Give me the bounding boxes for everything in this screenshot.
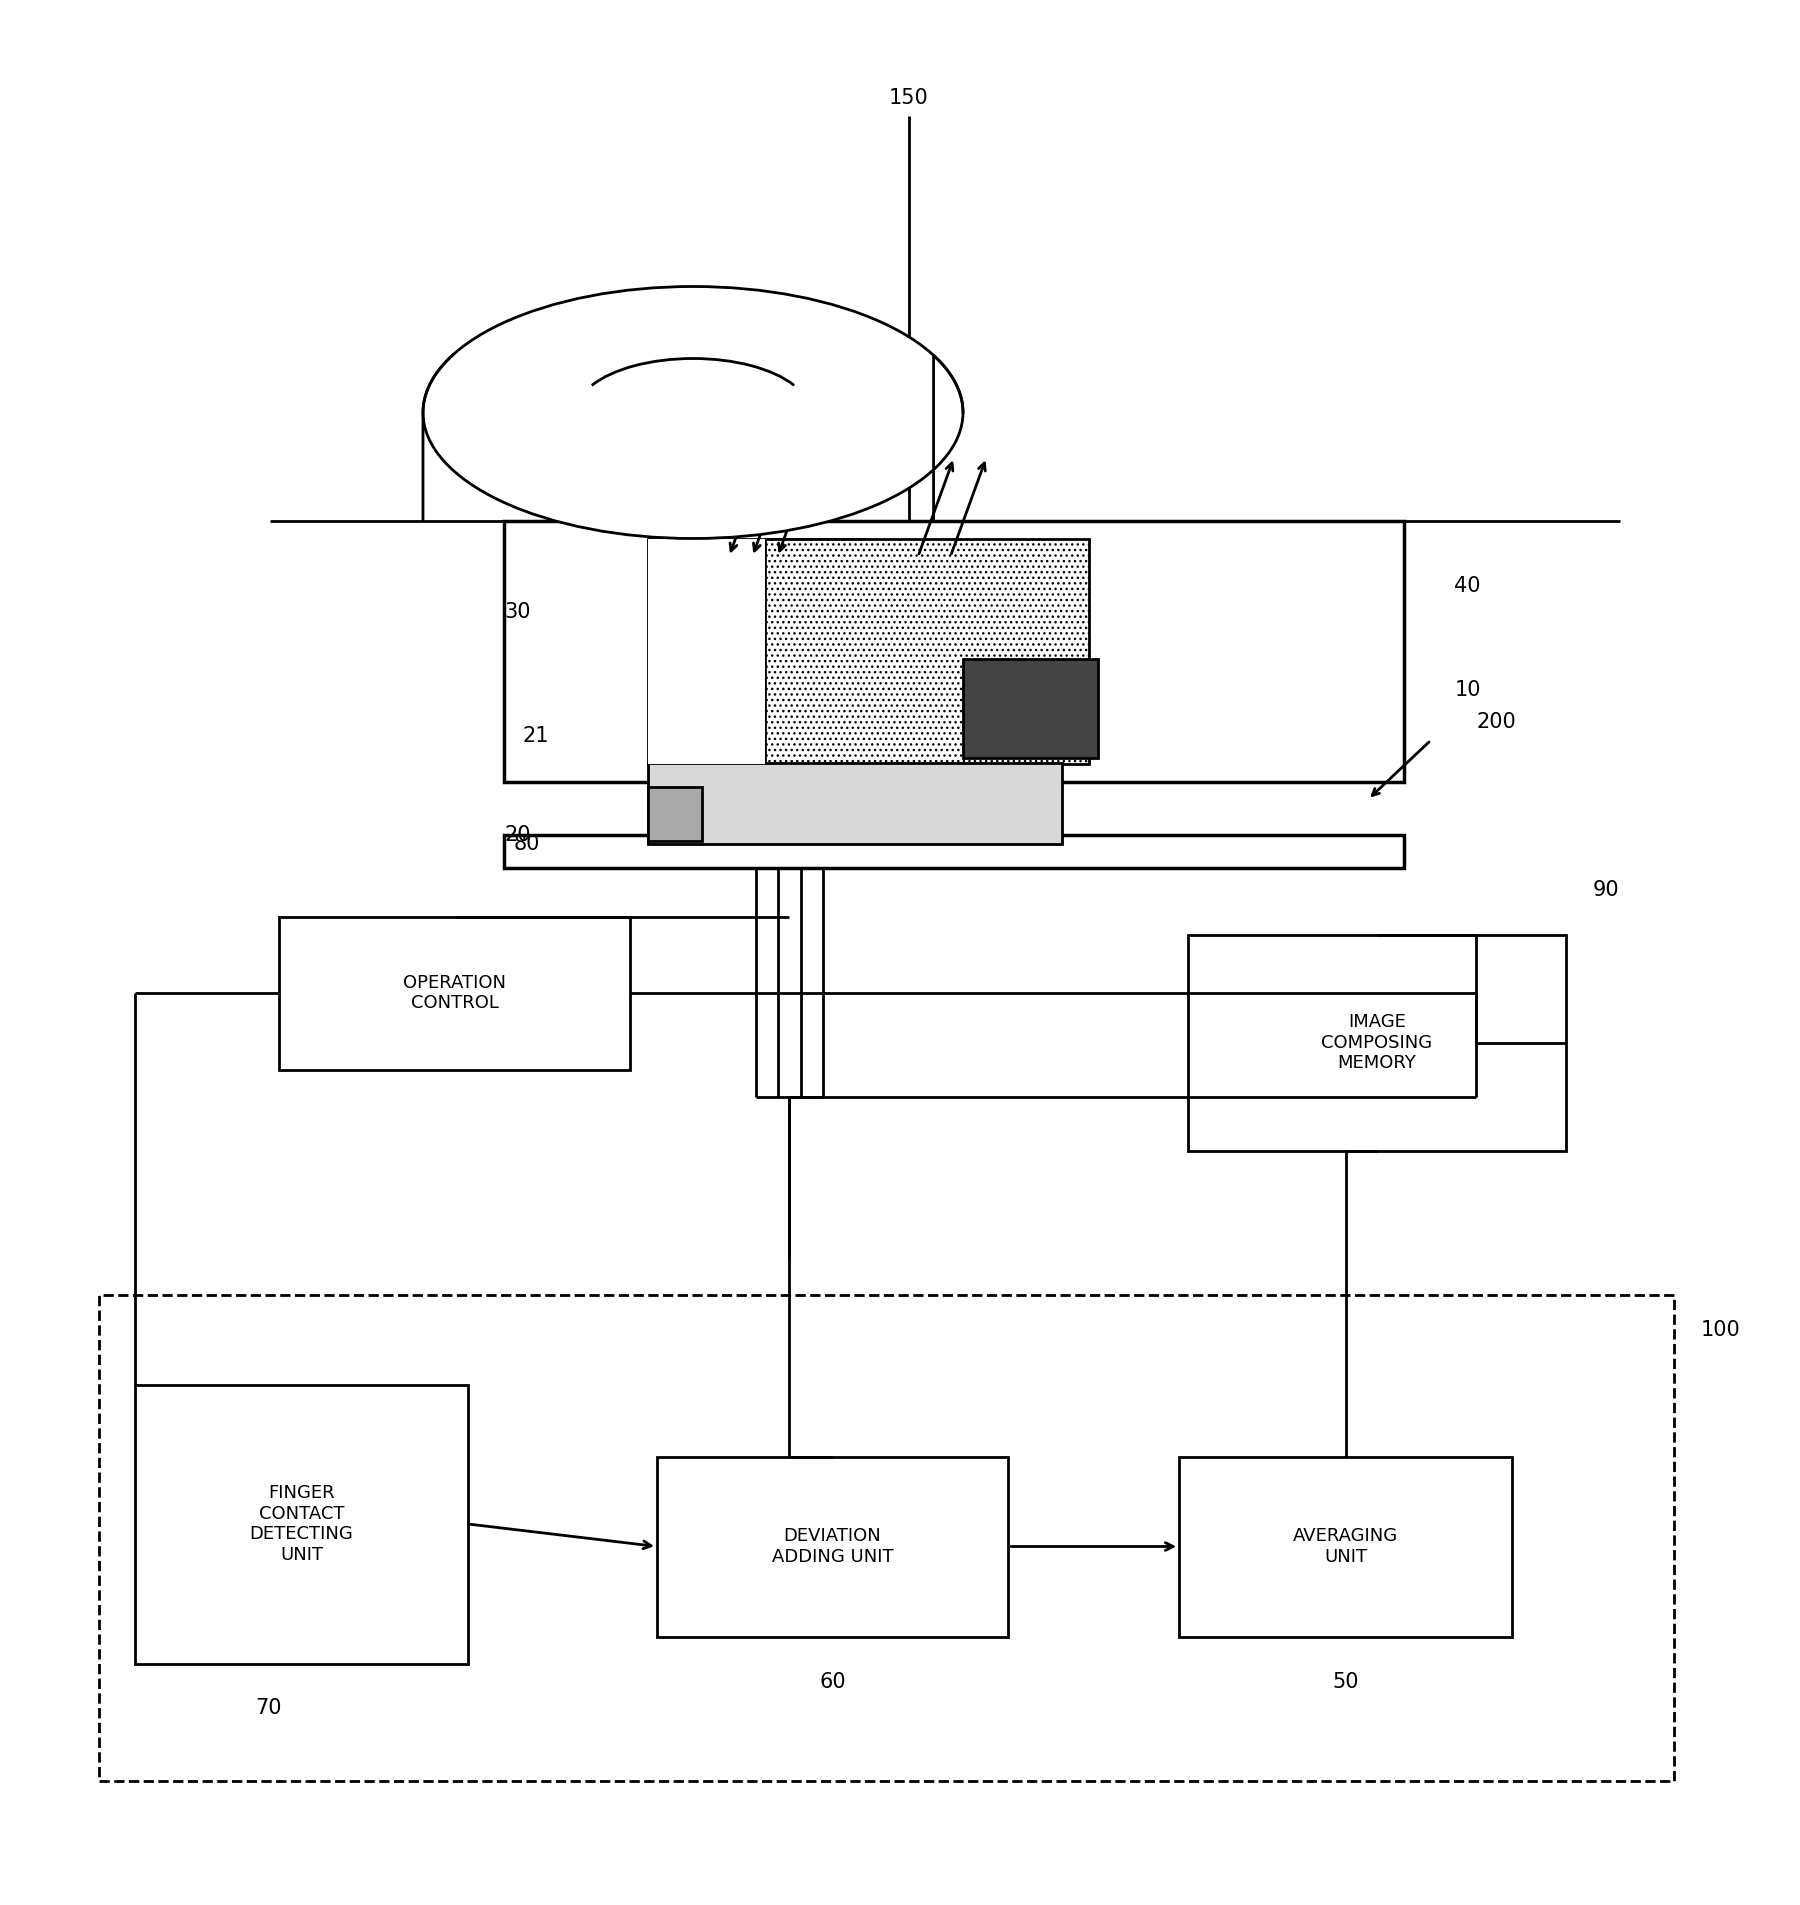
Bar — [1179, 1457, 1512, 1636]
Bar — [279, 916, 630, 1069]
Text: 90: 90 — [1593, 880, 1620, 899]
Ellipse shape — [423, 286, 963, 539]
Bar — [648, 539, 765, 764]
Bar — [99, 1295, 1674, 1781]
Text: 60: 60 — [819, 1671, 846, 1692]
Bar — [504, 836, 1404, 869]
Text: 70: 70 — [256, 1699, 281, 1718]
Bar — [1188, 935, 1566, 1151]
Text: IMAGE
COMPOSING
MEMORY: IMAGE COMPOSING MEMORY — [1321, 1013, 1433, 1073]
Bar — [648, 787, 702, 840]
Bar — [648, 764, 1062, 844]
Text: 40: 40 — [1454, 575, 1481, 596]
Text: 100: 100 — [1701, 1320, 1741, 1341]
Bar — [657, 1457, 1008, 1636]
Text: FINGER
CONTACT
DETECTING
UNIT: FINGER CONTACT DETECTING UNIT — [250, 1484, 353, 1564]
Text: 80: 80 — [513, 834, 540, 855]
Text: AVERAGING
UNIT: AVERAGING UNIT — [1292, 1528, 1399, 1566]
Text: DEVIATION
ADDING UNIT: DEVIATION ADDING UNIT — [772, 1528, 893, 1566]
Text: 150: 150 — [889, 88, 929, 107]
Text: 20: 20 — [504, 825, 531, 846]
Bar — [963, 659, 1098, 758]
Bar — [648, 539, 864, 764]
Bar — [504, 520, 1404, 781]
Text: 30: 30 — [504, 602, 531, 621]
Text: OPERATION
CONTROL: OPERATION CONTROL — [403, 973, 506, 1012]
Bar — [765, 539, 1089, 764]
Text: 10: 10 — [1454, 680, 1481, 701]
Bar — [135, 1385, 468, 1663]
Text: 21: 21 — [522, 726, 549, 747]
Text: 50: 50 — [1332, 1671, 1359, 1692]
Text: 200: 200 — [1476, 712, 1516, 732]
